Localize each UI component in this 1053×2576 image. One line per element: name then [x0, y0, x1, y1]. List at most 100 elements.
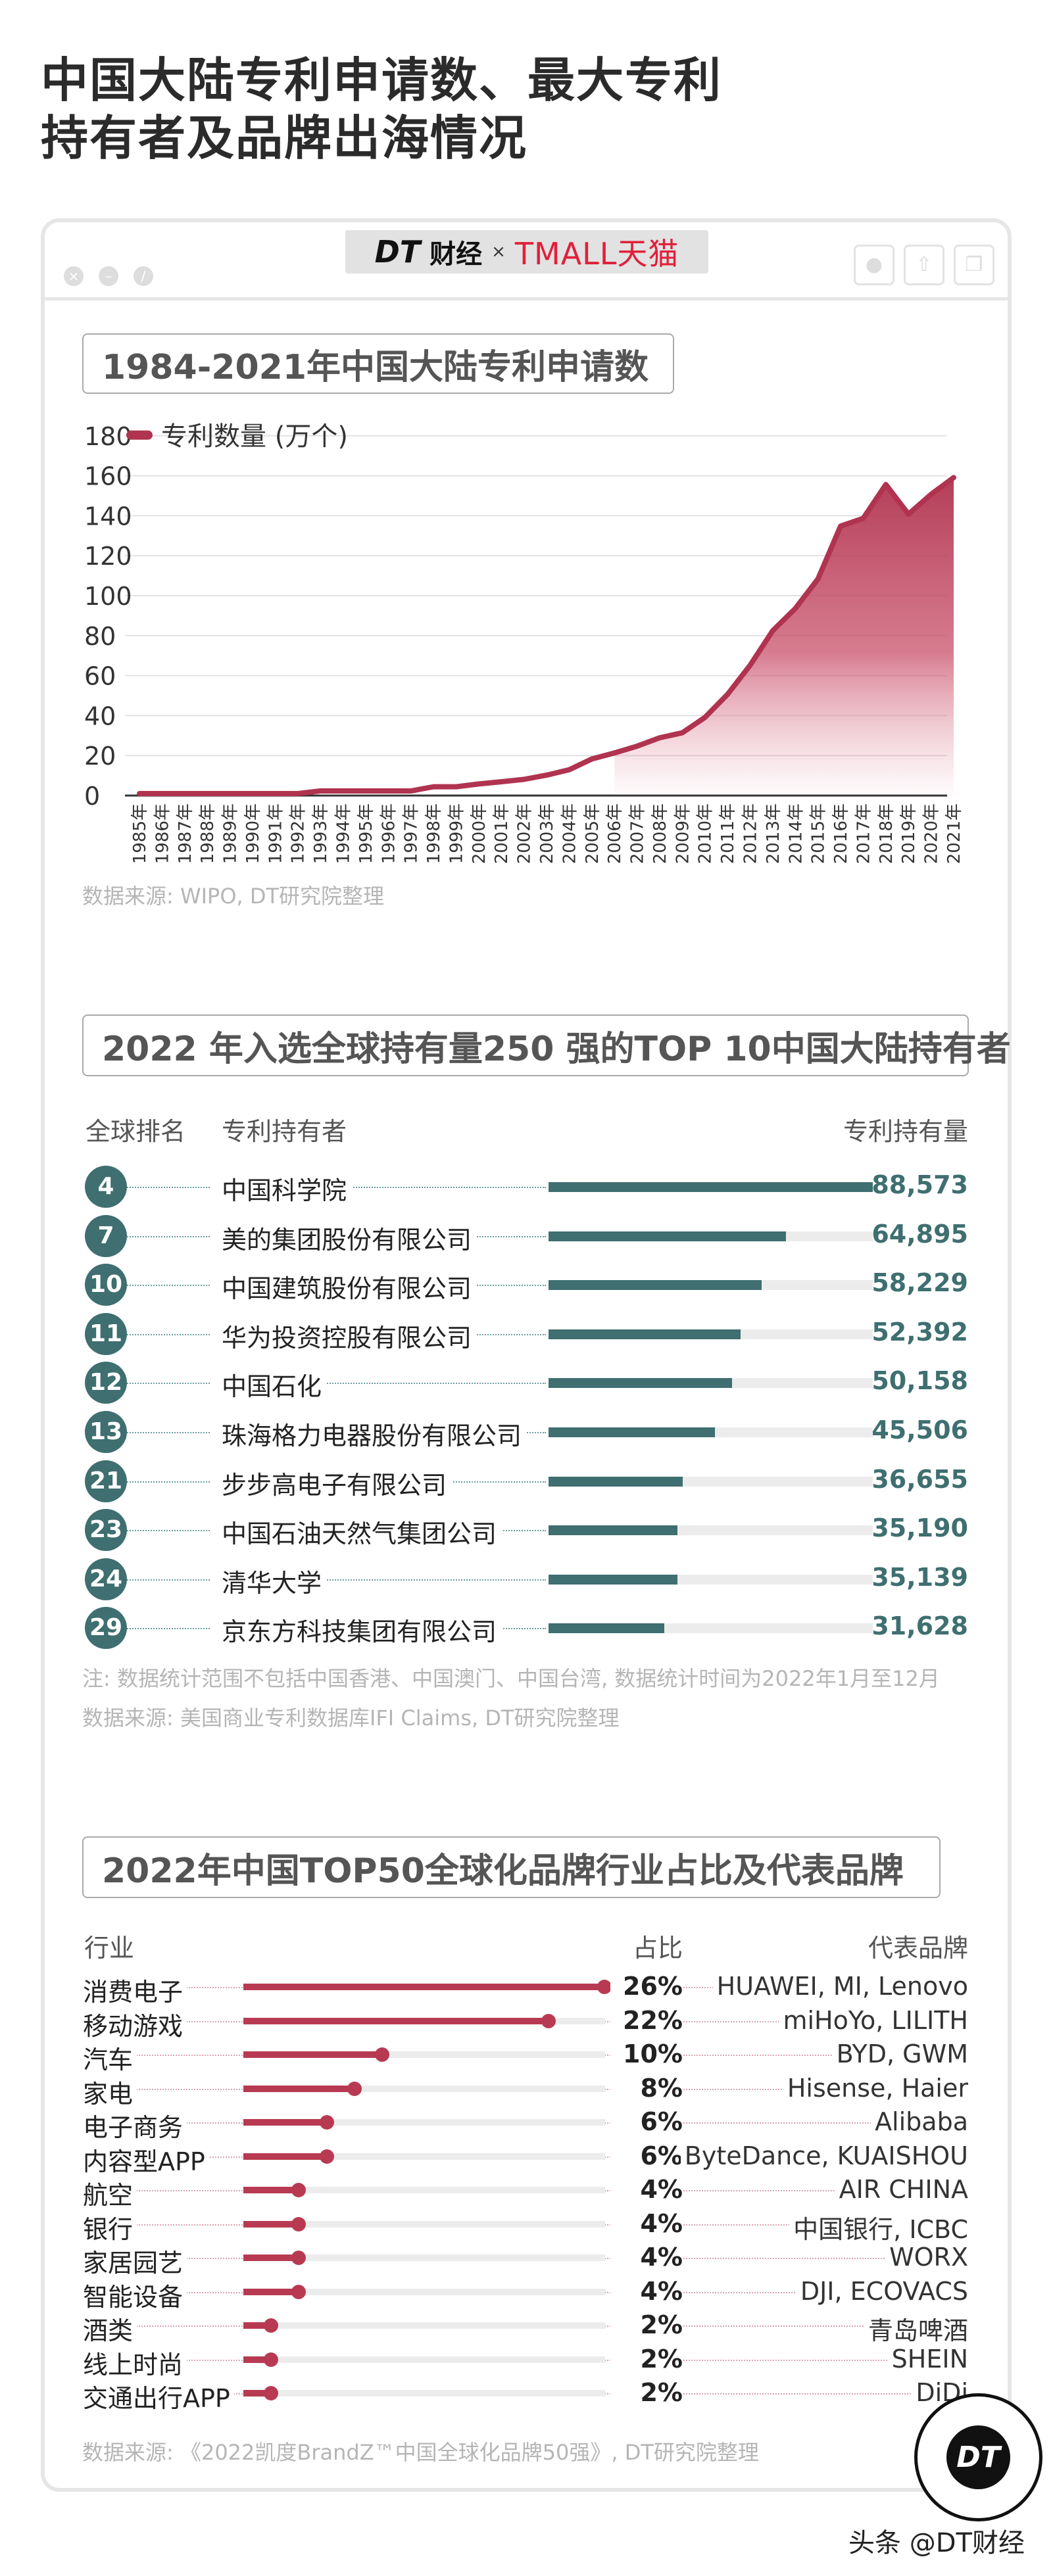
share-icon[interactable]: ⇧ [904, 245, 944, 285]
minimize-icon[interactable]: – [99, 266, 118, 286]
lollipop-dot [291, 2284, 306, 2299]
industry-bar [243, 2254, 299, 2261]
x-tick-label: 1993年 [311, 803, 331, 864]
x-tick-label: 2002年 [515, 803, 535, 864]
holder-name: 中国石化 [210, 1366, 328, 1403]
industry-name: 电子商务 [83, 2107, 187, 2143]
share-value: 8% [610, 2073, 683, 2103]
industry-bar [243, 2187, 299, 2193]
bar-track [243, 2085, 605, 2092]
rank-badge: 10 [85, 1264, 127, 1306]
legend-swatch [126, 430, 153, 440]
copy-icon[interactable]: ❐ [954, 245, 994, 285]
brand-list: BYD, GWM [832, 2039, 968, 2068]
industry-bar [243, 2390, 272, 2397]
industry-name: 移动游戏 [83, 2005, 187, 2042]
x-tick-label: 2001年 [492, 803, 512, 864]
legend-label: 专利数量 (万个) [161, 421, 348, 452]
rank-badge: 29 [85, 1607, 127, 1650]
lollipop-dot [291, 2216, 306, 2231]
brand-list: 中国银行, ICBC [789, 2208, 968, 2245]
holder-value: 31,628 [871, 1611, 968, 1641]
x-tick-label: 1994年 [334, 803, 354, 864]
watermark-text: 头条 @DT财经 [848, 2528, 1025, 2558]
x-tick-label: 1998年 [424, 803, 444, 864]
industry-name: 航空 [83, 2175, 137, 2211]
x-tick-label: 2006年 [605, 803, 625, 864]
x-tick-label: 2010年 [696, 803, 716, 864]
industry-bar [243, 2356, 272, 2363]
holder-name: 步步高电子有限公司 [210, 1464, 453, 1501]
holder-name: 中国建筑股份有限公司 [210, 1268, 478, 1305]
x-tick-label: 2017年 [854, 803, 873, 864]
x-tick-label: 2014年 [786, 803, 806, 864]
brand-list: AIR CHINA [835, 2175, 968, 2204]
share-value: 2% [610, 2310, 683, 2339]
dt-logo-text: 财经 [429, 239, 483, 270]
holder-row: 24 清华大学 35,139 [0, 1555, 1053, 1604]
x-tick-label: 2011年 [718, 803, 738, 864]
series-line [137, 475, 956, 796]
industry-bar [243, 2119, 327, 2126]
section1-source: 数据来源: WIPO, DT研究院整理 [82, 884, 385, 909]
lollipop-dot [264, 2318, 279, 2333]
lollipop-dot [375, 2047, 389, 2062]
share-value: 2% [610, 2344, 683, 2373]
industry-row: 电子商务 6% Alibaba [0, 2106, 1053, 2143]
x-tick-label: 1985年 [130, 803, 150, 864]
x-tick-label: 2013年 [764, 803, 783, 864]
header-brands: 代表品牌 [868, 1934, 968, 1963]
holder-value: 50,158 [871, 1366, 968, 1396]
y-tick-label: 160 [84, 462, 132, 491]
x-tick-label: 2020年 [922, 803, 942, 864]
industry-name: 智能设备 [83, 2276, 187, 2313]
brand-list: 青岛啤酒 [864, 2310, 968, 2347]
industry-bar [243, 1984, 604, 1990]
record-icon[interactable]: ● [854, 245, 894, 285]
holder-row: 12 中国石化 50,158 [0, 1358, 1053, 1407]
bar-track [243, 2390, 605, 2397]
rank-badge: 23 [85, 1509, 127, 1552]
section2-title: 2022 年入选全球持有量250 强的TOP 10中国大陆持有者 [82, 1014, 1011, 1076]
brand-list: DJI, ECOVACS [796, 2276, 968, 2306]
holder-name: 中国科学院 [210, 1170, 353, 1206]
industry-bar [243, 2051, 382, 2058]
lollipop-dot [319, 2149, 334, 2164]
industry-name: 家电 [83, 2073, 137, 2110]
header-share: 占比 [632, 1934, 683, 1963]
holder-value: 64,895 [871, 1219, 968, 1249]
y-tick-label: 60 [84, 662, 116, 691]
rank-badge: 4 [85, 1166, 127, 1208]
x-tick-label: 2019年 [899, 803, 919, 864]
industry-name: 内容型APP [83, 2141, 209, 2178]
industry-row: 家居园艺 4% WORX [0, 2241, 1053, 2279]
brand-list: ByteDance, KUAISHOU [680, 2141, 968, 2170]
lollipop-dot [319, 2115, 334, 2130]
x-tick-label: 1995年 [356, 803, 376, 864]
share-value: 4% [610, 2243, 683, 2272]
close-icon[interactable]: × [64, 266, 84, 286]
main-title-line-1: 中国大陆专利申请数、最大专利 [41, 53, 723, 108]
holder-row: 4 中国科学院 88,573 [0, 1162, 1053, 1211]
y-tick-label: 100 [84, 582, 132, 611]
y-tick-label: 180 [84, 422, 132, 451]
x-tick-label: 1996年 [379, 803, 399, 864]
brand-list: Hisense, Haier [783, 2073, 968, 2103]
brand-logo-bar: DT 财经 × TMALL天猫 [345, 230, 708, 274]
holder-row: 29 京东方科技集团有限公司 31,628 [0, 1604, 1053, 1652]
bar-track [243, 2153, 605, 2160]
industry-bar [243, 2153, 327, 2160]
window-topbar [41, 218, 1012, 300]
fullscreen-icon[interactable]: / [134, 266, 153, 286]
industry-bar [243, 2288, 299, 2295]
industry-name: 汽车 [83, 2039, 137, 2076]
brand-list: HUAWEI, MI, Lenovo [712, 1972, 968, 2001]
x-tick-label: 1997年 [402, 803, 422, 864]
lollipop-dot [291, 2183, 306, 2197]
y-tick-label: 0 [84, 782, 100, 811]
holder-value: 52,392 [871, 1317, 968, 1347]
x-tick-label: 1999年 [447, 803, 466, 864]
share-value: 10% [610, 2039, 683, 2068]
bar-track [243, 2187, 605, 2193]
share-value: 4% [610, 2175, 683, 2204]
